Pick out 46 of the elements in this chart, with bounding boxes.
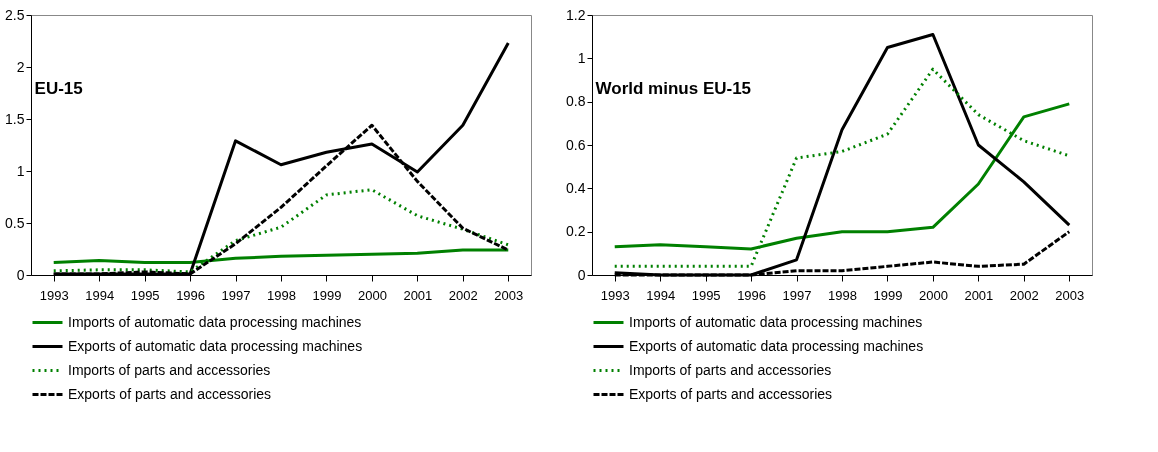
line-series <box>52 188 510 274</box>
legend-label: Imports of parts and accessories <box>629 361 832 378</box>
y-tick-label: 0.2 <box>566 223 586 240</box>
x-tick-label: 1995 <box>691 287 721 303</box>
y-tick-label: 0.8 <box>566 93 586 110</box>
y-tick-label: 1.2 <box>566 6 586 23</box>
y-tick-label: 0.4 <box>566 179 586 196</box>
legend-label: Exports of automatic data processing machines <box>68 337 363 354</box>
y-tick-label: 2.5 <box>5 6 25 23</box>
legend-label: Imports of automatic data processing machines <box>629 313 923 330</box>
x-tick-label: 1996 <box>737 287 767 303</box>
x-tick-label: 2003 <box>1055 287 1085 303</box>
legend-label: Imports of automatic data processing machines <box>68 313 362 330</box>
x-tick-label: 1993 <box>600 287 630 303</box>
y-tick-label: 0.6 <box>566 136 586 153</box>
legend-label: Exports of parts and accessories <box>629 385 833 402</box>
x-tick-label: 1993 <box>39 287 69 303</box>
x-tick-label: 2002 <box>448 287 478 303</box>
x-tick-label: 1994 <box>646 287 676 303</box>
x-tick-label: 1998 <box>828 287 857 303</box>
x-tick-label: 2002 <box>1009 287 1039 303</box>
x-tick-label: 2001 <box>964 287 994 303</box>
x-tick-label: 1997 <box>221 287 251 303</box>
x-tick-label: 1999 <box>312 287 342 303</box>
y-tick-label: 0.5 <box>5 214 25 231</box>
x-tick-label: 1996 <box>176 287 206 303</box>
x-tick-label: 1999 <box>873 287 903 303</box>
x-tick-label: 1995 <box>130 287 160 303</box>
legend-label: Imports of parts and accessories <box>68 361 271 378</box>
legend-label: Exports of automatic data processing machines <box>629 337 924 354</box>
x-tick-label: 1997 <box>782 287 812 303</box>
y-tick-label: 2 <box>16 58 25 75</box>
y-tick-label: 1 <box>577 49 586 66</box>
y-tick-label: 0 <box>16 266 25 283</box>
x-tick-label: 2001 <box>403 287 433 303</box>
text: EU-15 <box>34 79 83 98</box>
y-tick-label: 1.5 <box>5 110 25 127</box>
x-tick-label: 2003 <box>494 287 524 303</box>
legend-label: Exports of parts and accessories <box>68 385 272 402</box>
text: World minus EU-15 <box>595 79 752 98</box>
x-tick-label: 1994 <box>85 287 115 303</box>
y-tick-label: 1 <box>16 162 25 179</box>
x-tick-label: 2000 <box>918 287 948 303</box>
x-tick-label: 1998 <box>267 287 296 303</box>
y-tick-label: 0 <box>577 266 586 283</box>
x-tick-label: 2000 <box>357 287 387 303</box>
